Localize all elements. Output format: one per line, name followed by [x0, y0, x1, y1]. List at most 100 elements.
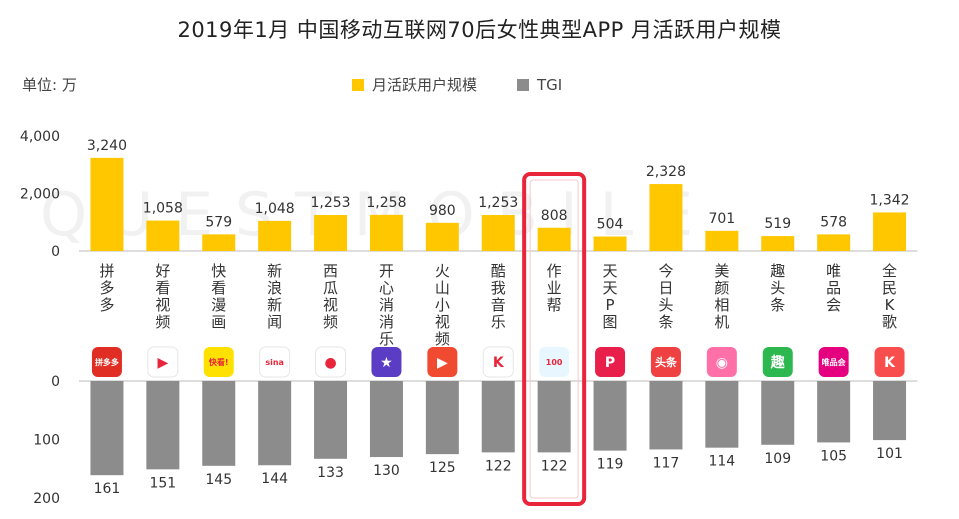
kuwo-icon-bg: [482, 346, 514, 378]
tiantianptu-icon-bg: [595, 347, 626, 377]
mau-data-label: 1,258: [366, 195, 406, 211]
tgi-data-label: 119: [597, 457, 624, 473]
tgi-bar: [481, 381, 515, 453]
highlight-inner-box: [529, 179, 579, 499]
mau-bar: [314, 214, 348, 251]
tgi-data-label: 151: [149, 475, 176, 491]
tgi-bar: [593, 381, 627, 451]
mau-data-label: 980: [429, 203, 456, 219]
huoshan-icon: ▶: [427, 347, 458, 377]
category-label: 酷我音乐: [491, 262, 506, 331]
category-label: 唯品会: [826, 262, 841, 314]
pinduoduo-icon-glyph: 拼多多: [95, 357, 119, 367]
category-label: 全民 K 歌: [882, 262, 897, 331]
tgi-bar: [537, 381, 571, 453]
category-label: 好看视频: [155, 262, 170, 331]
tgi-bar: [761, 381, 795, 445]
tgi-bar: [649, 381, 683, 450]
tgi-data-label: 145: [205, 472, 232, 488]
tiantianptu-icon-glyph: P: [605, 355, 615, 371]
mau-bar: [481, 214, 515, 251]
tgi-data-label: 101: [876, 446, 903, 462]
pinduoduo-icon-bg: [91, 347, 122, 377]
huoshan-icon-glyph: ▶: [437, 355, 448, 371]
zuoyebang-icon-glyph: 100: [546, 358, 563, 367]
category-label: 开心消消乐: [379, 262, 394, 348]
mau-data-label: 579: [205, 214, 232, 230]
mau-data-label: 1,253: [311, 195, 351, 211]
qutoutiao-icon-glyph: 趣: [770, 354, 786, 371]
mau-bar: [593, 236, 627, 251]
tgi-data-label: 122: [485, 458, 512, 474]
sina-icon-bg: [259, 346, 291, 378]
tgi-axis-tick: 100: [33, 433, 60, 449]
mau-bar: [817, 234, 851, 251]
mau-data-label: 3,240: [87, 138, 127, 154]
mau-data-label: 1,342: [870, 192, 910, 208]
tgi-bar: [314, 381, 348, 459]
toutiao-icon-glyph: 头条: [655, 355, 678, 369]
category-label: 拼多多: [99, 262, 114, 314]
huoshan-icon-bg: [427, 347, 458, 377]
xiaoxiaole-icon: ★: [371, 347, 402, 377]
tgi-data-label: 105: [820, 448, 847, 464]
legend-swatch-mau: [352, 78, 364, 91]
meiyan-icon-glyph: ◉: [716, 355, 728, 371]
category-label: 美颜相机: [714, 262, 729, 331]
xigua-icon-glyph: ●: [324, 355, 336, 371]
mau-bar: [258, 220, 292, 251]
tgi-data-label: 130: [373, 463, 400, 479]
mau-data-label: 1,058: [143, 201, 183, 217]
tgi-data-label: 122: [541, 458, 568, 474]
highlight-box: [522, 172, 587, 506]
vip-icon-bg: [818, 347, 849, 377]
mau-axis-tick: 4,000: [20, 129, 60, 145]
toutiao-icon: 头条: [650, 347, 681, 377]
category-label: 新浪新闻: [267, 262, 282, 331]
xiaoxiaole-icon-bg: [371, 347, 402, 377]
legend: 月活跃用户规模 TGI: [352, 74, 602, 95]
category-label: 天天 P 图: [603, 262, 618, 331]
tgi-axis-tick: 200: [33, 491, 60, 507]
category-label: 火山小视频: [435, 262, 450, 348]
qutoutiao-icon-bg: [762, 347, 793, 377]
mau-data-label: 504: [597, 217, 624, 233]
kuwo-icon: K: [482, 346, 514, 378]
toutiao-icon-bg: [650, 347, 681, 377]
mau-bar: [90, 157, 124, 251]
chart-title: 2019年1月 中国移动互联网70后女性典型APP 月活跃用户规模: [177, 18, 782, 42]
legend-label-mau: 月活跃用户规模: [372, 76, 478, 94]
unit-label: 单位: 万: [22, 76, 77, 94]
mau-bar: [425, 222, 459, 251]
category-label: 西瓜视频: [323, 262, 338, 331]
tgi-bar: [202, 381, 236, 466]
tgi-bar: [258, 381, 292, 466]
mau-data-label: 1,048: [255, 201, 295, 217]
haokan-icon: ▶: [147, 346, 179, 378]
mau-bar: [873, 212, 907, 251]
sina-icon-glyph: sina: [265, 358, 284, 367]
mau-data-label: 519: [764, 216, 791, 232]
mau-data-label: 701: [708, 211, 735, 227]
category-label: 今日头条: [658, 262, 673, 331]
tgi-bar: [369, 381, 403, 458]
mau-bar: [705, 230, 739, 251]
mau-bar: [146, 220, 180, 251]
tgi-data-label: 114: [708, 454, 735, 470]
zuoyebang-icon-bg: [539, 347, 570, 377]
category-label: 快看漫画: [211, 262, 226, 331]
kuaikan-icon: 快看!: [203, 347, 234, 377]
sina-icon: sina: [259, 346, 291, 378]
mau-bar: [369, 214, 403, 251]
kuaikan-icon-bg: [203, 347, 234, 377]
quanminkge-icon: K: [874, 347, 905, 377]
tgi-data-label: 144: [261, 471, 288, 487]
kuwo-icon-glyph: K: [493, 355, 505, 371]
category-label: 作业帮: [547, 262, 562, 314]
tgi-bar: [817, 381, 851, 443]
xiaoxiaole-icon-glyph: ★: [380, 355, 393, 371]
qutoutiao-icon: 趣: [762, 347, 793, 377]
category-label: 趣头条: [770, 262, 785, 314]
meiyan-icon: ◉: [706, 347, 737, 377]
